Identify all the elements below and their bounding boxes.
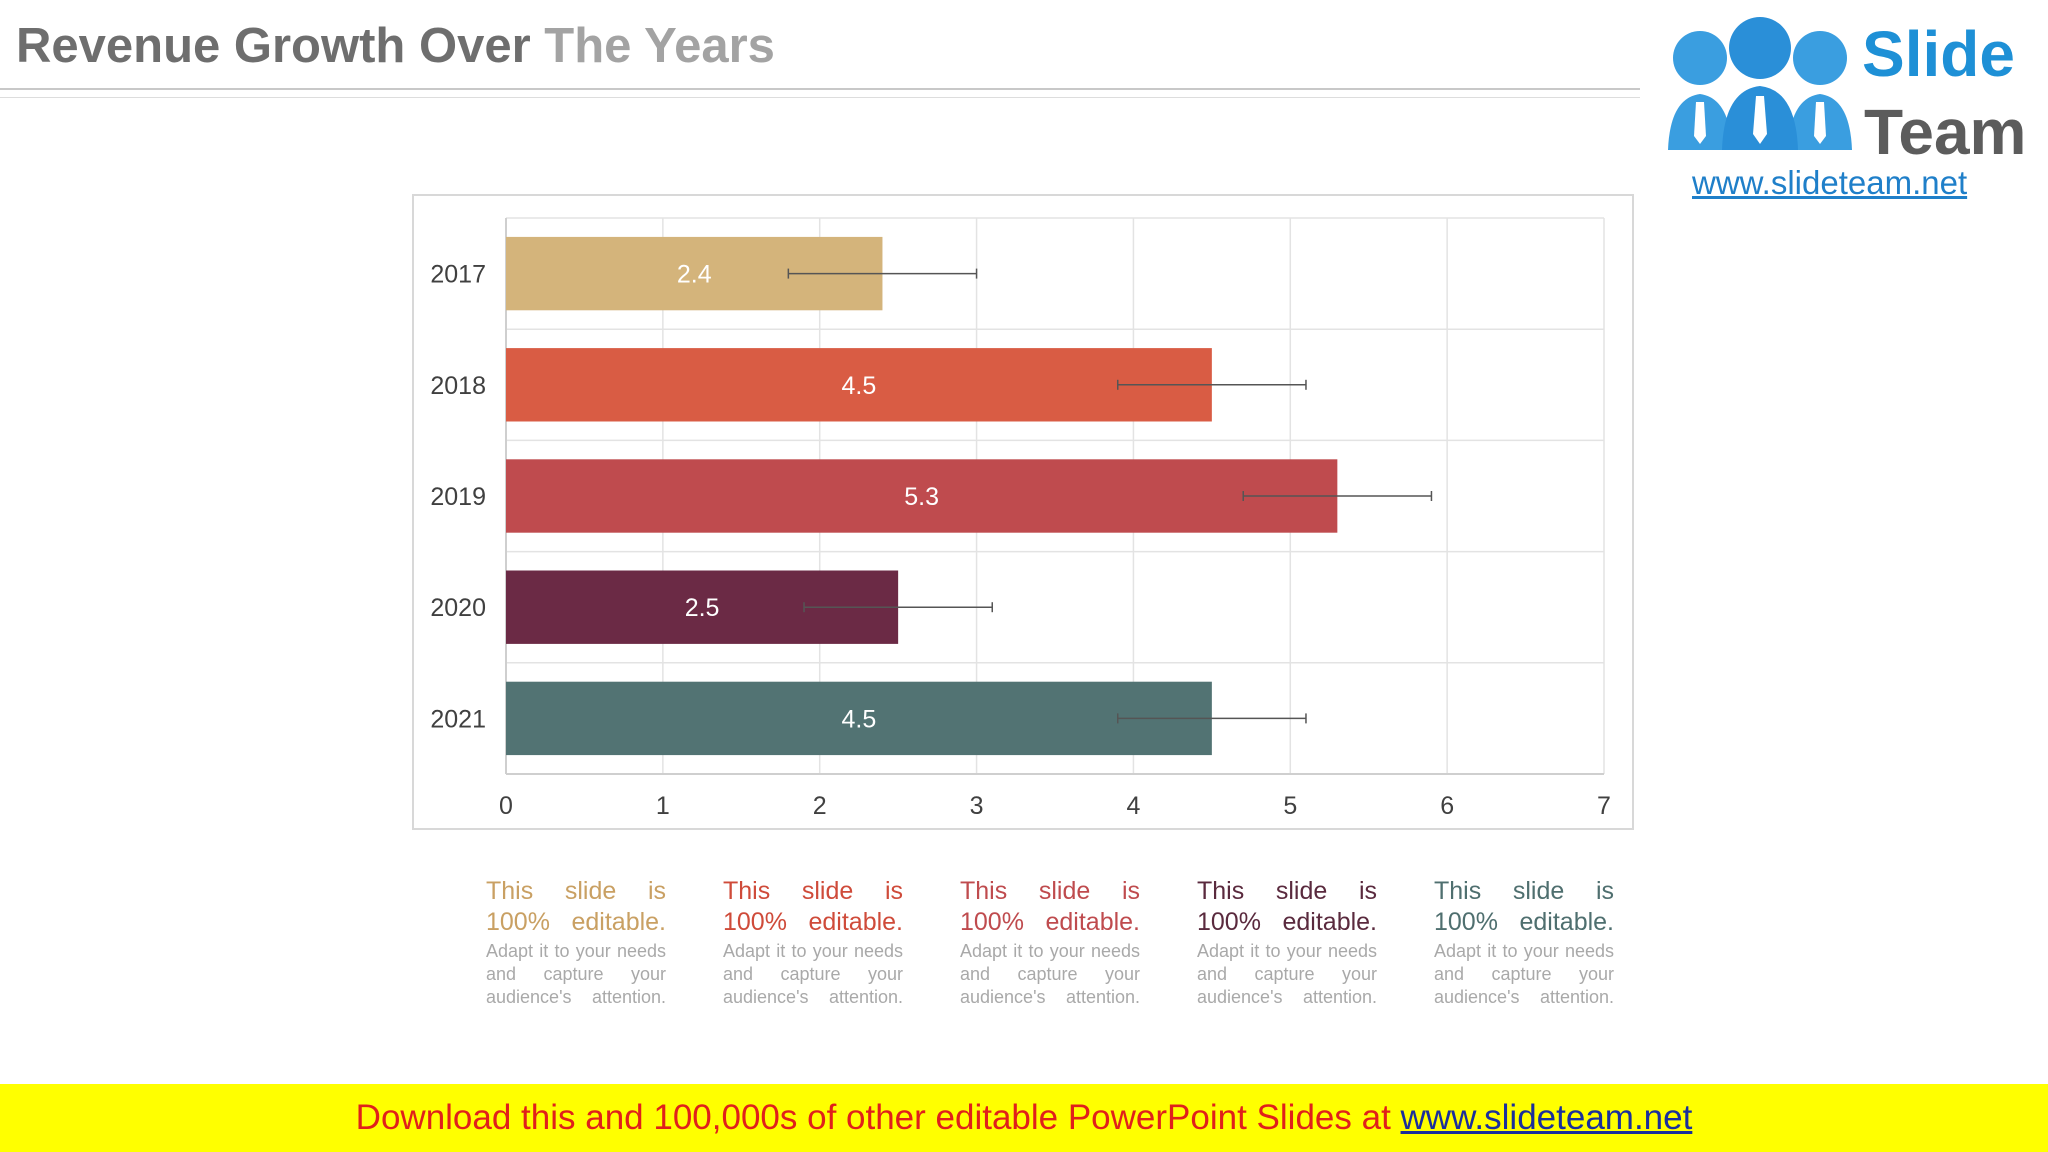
title-part-2: The Years xyxy=(544,19,775,73)
description-heading: This slide is 100% editable. xyxy=(960,877,1140,936)
x-tick-label: 7 xyxy=(1597,792,1611,820)
slideteam-logo[interactable]: Slide Team www.slideteam.net xyxy=(1640,0,2048,201)
category-label: 2019 xyxy=(430,483,486,511)
team-people-icon xyxy=(1660,17,1852,160)
title-divider xyxy=(0,88,1640,90)
description-block-5: This slide is 100% editable. Adapt it to… xyxy=(1434,876,1614,1009)
x-tick-label: 6 xyxy=(1440,792,1454,820)
description-heading: This slide is 100% editable. xyxy=(1434,877,1614,936)
data-label: 5.3 xyxy=(904,483,939,511)
banner-link[interactable]: www.slideteam.net xyxy=(1400,1098,1693,1137)
description-block-1: This slide is 100% editable. Adapt it to… xyxy=(486,876,666,1009)
logo-word-slide: Slide xyxy=(1862,18,2015,90)
description-body: Adapt it to your needs and capture your … xyxy=(960,941,1140,1007)
bar-chart: 0 1 2 3 4 5 6 7 2017 2.4 2018 4.5 2019 5.3 2020 2.5 2021… xyxy=(430,217,1611,820)
x-tick-label: 5 xyxy=(1283,792,1297,820)
x-tick-label: 1 xyxy=(656,792,670,820)
description-heading: This slide is 100% editable. xyxy=(723,877,903,936)
download-banner: Download this and 100,000s of other edit… xyxy=(0,1084,2048,1152)
description-heading: This slide is 100% editable. xyxy=(1197,877,1377,936)
description-body: Adapt it to your needs and capture your … xyxy=(486,941,666,1007)
x-tick-label: 0 xyxy=(499,792,513,820)
title-part-1: Revenue Growth Over xyxy=(16,19,531,73)
description-block-4: This slide is 100% editable. Adapt it to… xyxy=(1197,876,1377,1009)
description-body: Adapt it to your needs and capture your … xyxy=(723,941,903,1007)
category-label: 2020 xyxy=(430,594,486,622)
chart-frame: 0 1 2 3 4 5 6 7 2017 2.4 2018 4.5 2019 5.3 2020 2.5 2021… xyxy=(412,194,1634,830)
bar-2018 xyxy=(506,348,1212,422)
category-label: 2021 xyxy=(430,705,486,733)
page-title: Revenue Growth Over The Years xyxy=(16,18,775,74)
bar-2021 xyxy=(506,681,1212,756)
banner-text: Download this and 100,000s of other edit… xyxy=(355,1098,1391,1137)
bar-2019 xyxy=(506,459,1338,533)
description-block-2: This slide is 100% editable. Adapt it to… xyxy=(723,876,903,1009)
x-tick-label: 4 xyxy=(1126,792,1140,820)
category-label: 2017 xyxy=(430,261,486,289)
title-divider-secondary xyxy=(0,97,1640,98)
data-label: 2.4 xyxy=(677,261,712,289)
data-label: 4.5 xyxy=(842,705,877,733)
data-label: 4.5 xyxy=(842,372,877,400)
description-body: Adapt it to your needs and capture your … xyxy=(1434,941,1614,1007)
description-body: Adapt it to your needs and capture your … xyxy=(1197,941,1377,1007)
x-tick-label: 3 xyxy=(970,792,984,820)
data-label: 2.5 xyxy=(685,594,720,622)
description-block-3: This slide is 100% editable. Adapt it to… xyxy=(960,876,1140,1009)
logo-word-team: Team xyxy=(1864,96,2027,168)
logo-url-link[interactable]: www.slideteam.net xyxy=(1692,164,1968,201)
description-heading: This slide is 100% editable. xyxy=(486,877,666,936)
category-label: 2018 xyxy=(430,372,486,400)
x-tick-label: 2 xyxy=(813,792,827,820)
